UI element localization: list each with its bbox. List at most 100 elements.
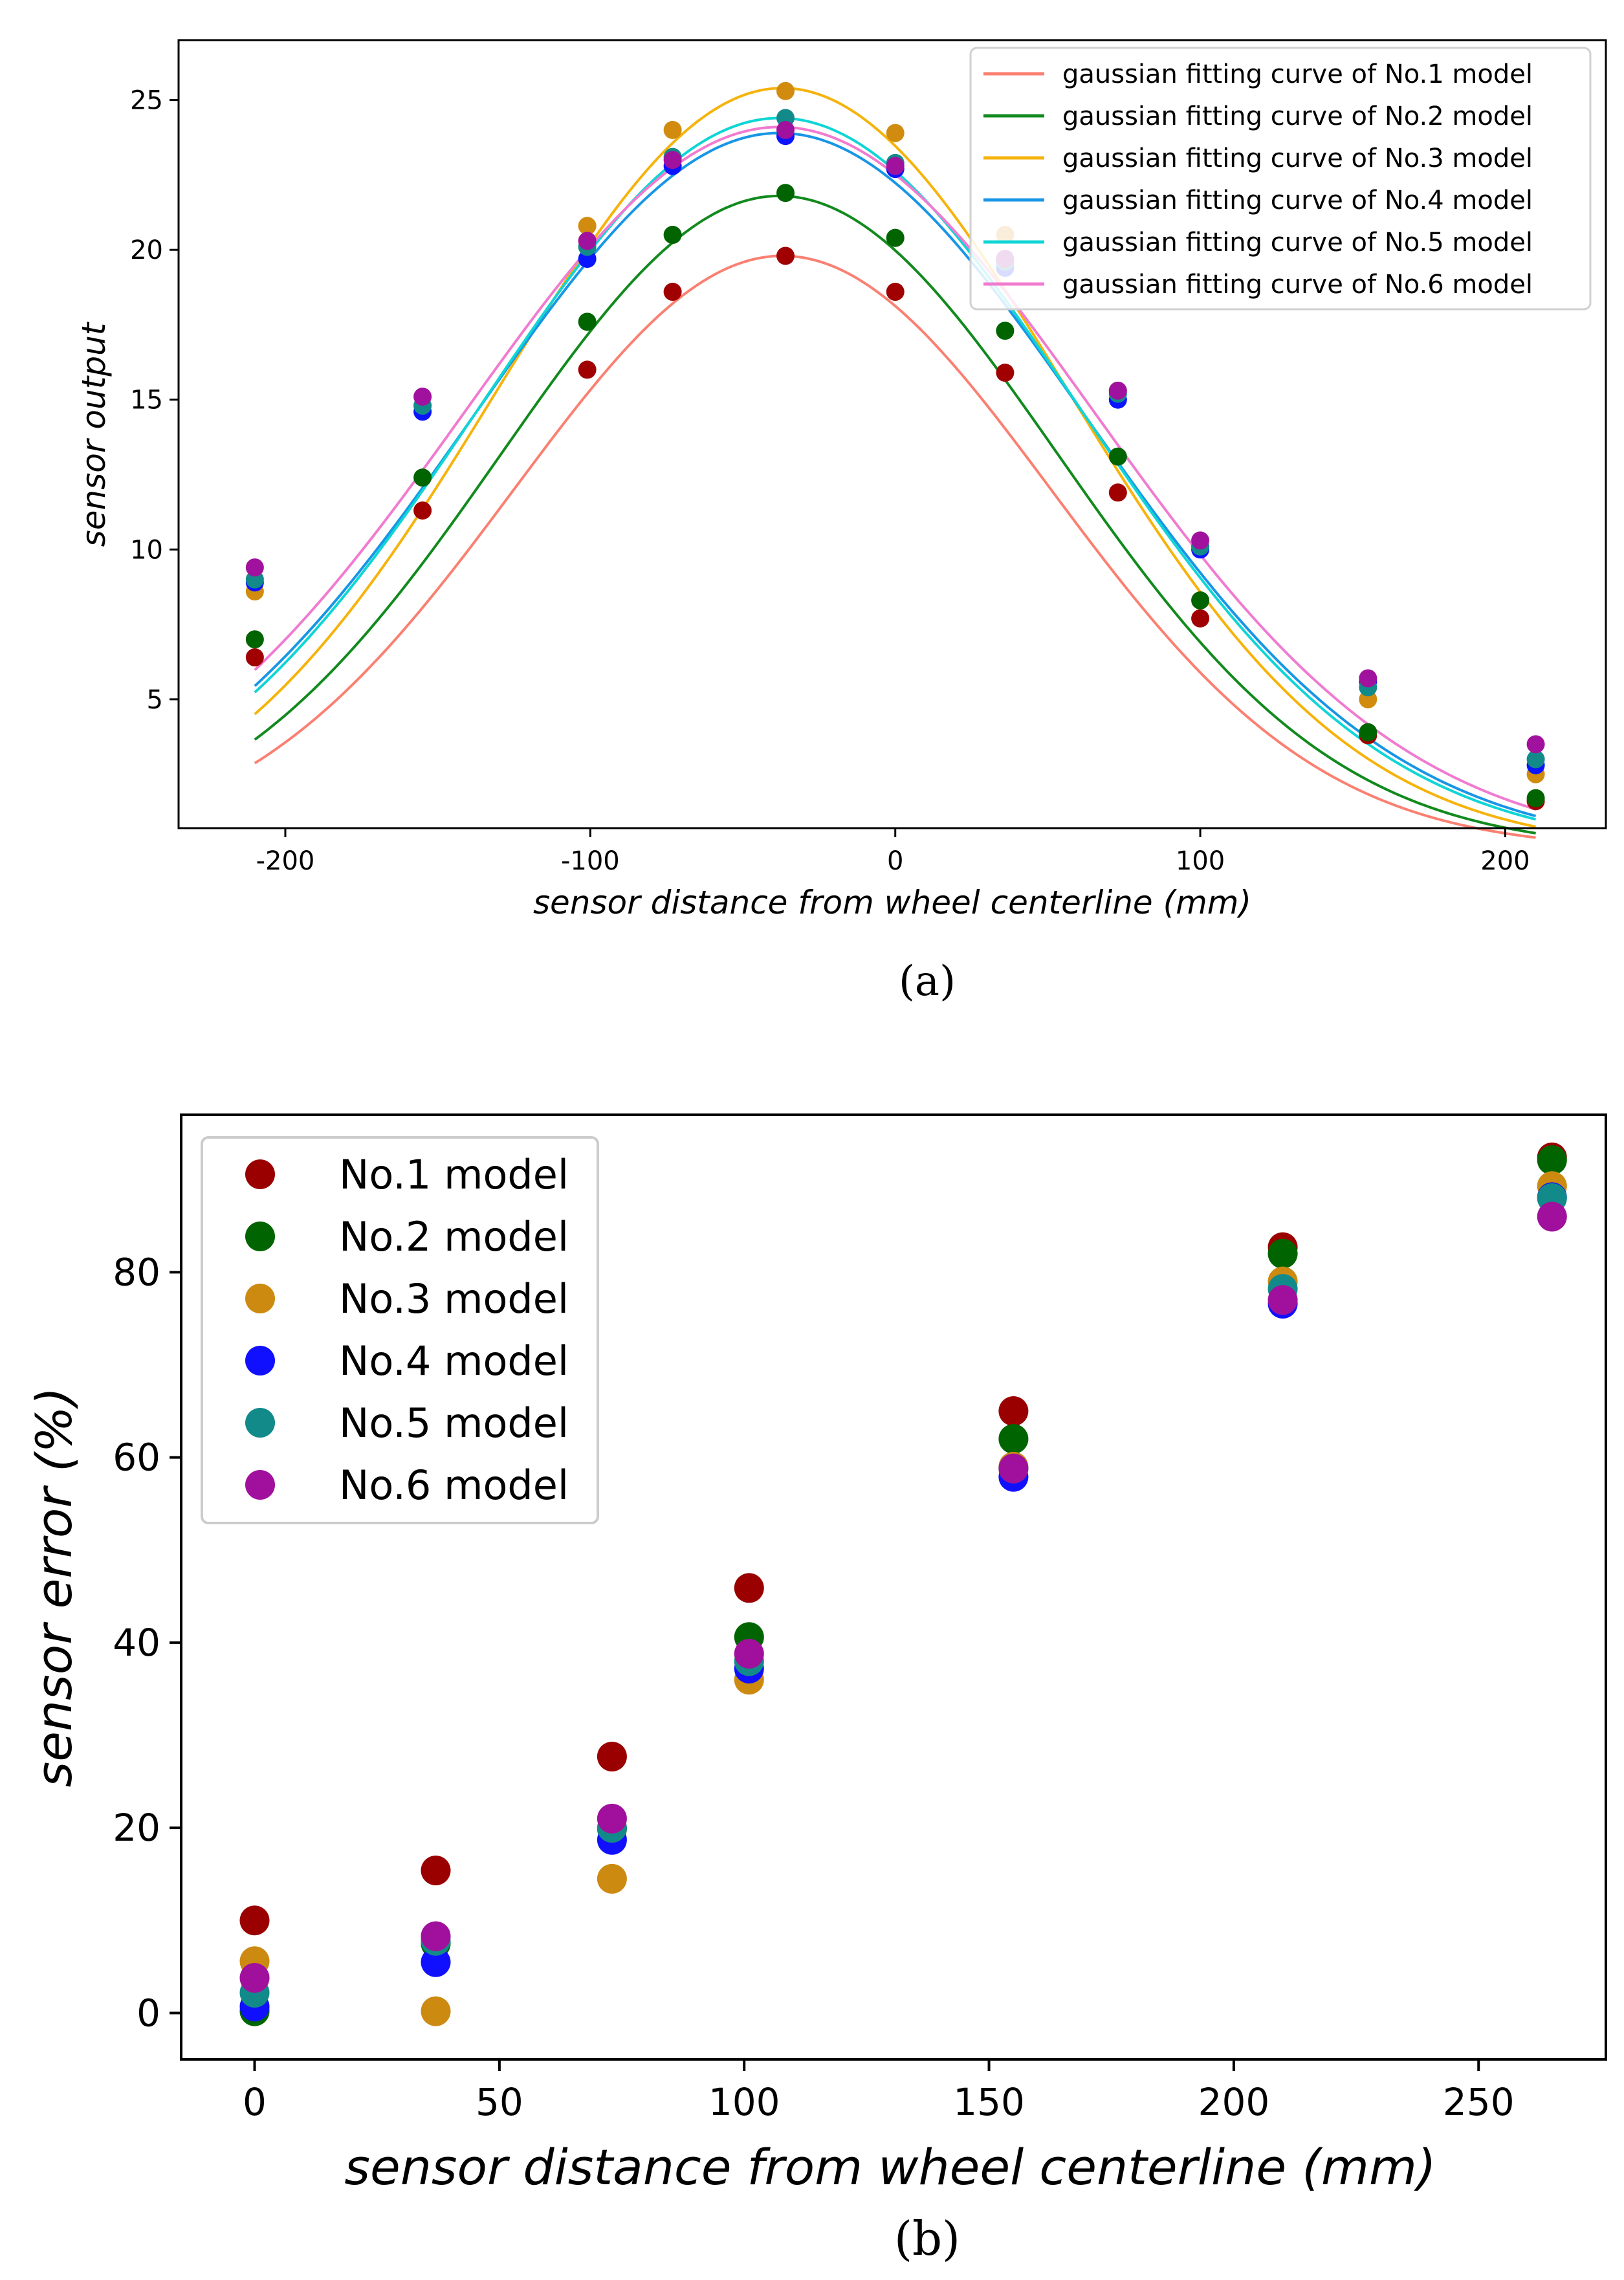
chart-b-point-model-2 [1267,1238,1298,1269]
chart-a-y-ticks: 5 10 15 20 25 [130,86,179,715]
chart-b-y-tick-label: 0 [137,1991,160,2035]
chart-b-point-model-6 [734,1639,764,1669]
chart-b-point-model-1 [239,1905,270,1936]
chart-b-y-ticks: 0 20 40 60 80 [113,1250,181,2035]
chart-a-point-model-3 [578,217,597,236]
chart-a-point-model-1 [1191,609,1210,628]
chart-a-point-model-6 [1191,531,1210,550]
chart-a-fit-curve-1 [254,254,1536,839]
chart-b-point-model-1 [734,1573,764,1603]
chart-b-legend-box [201,1136,599,1524]
chart-a-legend-box [969,47,1592,311]
chart-a-y-tick-label: 25 [130,86,163,116]
chart-b-legend: No.1 model No.2 model No.3 model No.4 model… [201,1136,599,1524]
chart-b-point-model-6 [1537,1201,1567,1232]
chart-a-point-model-1 [776,247,795,265]
chart-b-legend-label-5: No.5 model [339,1399,569,1447]
chart-a-point-model-6 [886,157,905,175]
chart-a-x-ticks: -200 -100 0 100 200 [256,828,1530,876]
chart-b-panel-label: (b) [894,2211,960,2266]
chart-b-x-tick-label: 50 [476,2080,523,2124]
chart-b-point-model-2 [998,1423,1029,1454]
chart-a-point-model-3 [663,120,682,139]
chart-a-point-model-6 [245,558,264,577]
chart-b-x-tick-label: 250 [1443,2080,1515,2124]
chart-a-x-tick-label: -100 [561,846,620,876]
chart-b-plot-frame [180,1113,1607,2061]
chart-a-point-model-2 [245,630,264,649]
chart-a-point-model-2 [776,184,795,203]
chart-b-legend-label-4: No.4 model [339,1337,569,1385]
chart-a-point-model-6 [1108,381,1127,400]
chart-b-y-tick-label: 20 [113,1806,160,1850]
chart-a-point-model-2 [578,312,597,331]
chart-b-legend-label-6: No.6 model [339,1462,569,1509]
chart-a-legend-label-3: gaussian fitting curve of No.3 model [1062,144,1533,173]
chart-b-x-tick-label: 100 [708,2080,780,2124]
chart-a-x-axis-label: sensor distance from wheel centerline (m… [533,884,1251,921]
chart-a-legend-label-6: gaussian fitting curve of No.6 model [1062,270,1533,300]
chart-a-legend-label-2: gaussian fitting curve of No.2 model [1062,102,1533,131]
chart-a-point-model-2 [1526,789,1545,807]
chart-b-data-points [239,1142,1567,2026]
chart-b-point-model-6 [998,1453,1029,1484]
chart-b-point-model-4 [421,1947,451,1977]
chart-a-point-model-2 [413,468,432,487]
chart-a-y-tick-label: 20 [130,236,163,265]
chart-a-point-model-6 [663,151,682,170]
chart-a-legend-label-5: gaussian fitting curve of No.5 model [1062,228,1533,258]
chart-a-point-model-6 [578,232,597,250]
chart-a-panel-label: (a) [899,958,956,1005]
chart-b-x-tick-label: 0 [243,2080,267,2124]
chart-a-legend-items: gaussian fitting curve of No.1 model gaus… [983,60,1533,300]
chart-a-point-model-2 [1191,591,1210,610]
chart-a-point-model-2 [1108,447,1127,466]
chart-a-y-axis-label: sensor output [75,321,113,547]
chart-a-x-tick-label: 0 [887,846,903,876]
chart-a-point-model-6 [1526,735,1545,754]
chart-a-point-model-2 [886,228,905,247]
chart-b-x-ticks: 0 50 100 150 200 250 [243,2059,1515,2124]
chart-b-legend-marker-1 [245,1159,275,1189]
chart-b-point-model-6 [597,1803,627,1834]
chart-a-point-model-3 [776,82,795,100]
chart-a-plot-frame [177,39,1607,829]
chart-b-legend-label-3: No.3 model [339,1275,569,1322]
chart-b-x-axis-label: sensor distance from wheel centerline (m… [344,2138,1436,2196]
chart-a: -200 -100 0 100 200 5 10 15 20 25 sensor distanc… [75,39,1607,1005]
chart-a-point-model-5 [1526,750,1545,769]
chart-b-legend-label-2: No.2 model [339,1213,569,1260]
chart-a-x-tick-label: 200 [1480,846,1530,876]
chart-b-legend-marker-6 [245,1470,275,1500]
chart-a-legend: gaussian fitting curve of No.1 model gaus… [969,47,1592,311]
chart-b-point-model-6 [421,1921,451,1951]
chart-b-legend-label-1: No.1 model [339,1151,569,1198]
chart-a-point-model-2 [996,322,1015,340]
chart-b-y-tick-label: 40 [113,1621,160,1665]
chart-a-y-tick-label: 15 [130,386,163,415]
chart-a-legend-label-4: gaussian fitting curve of No.4 model [1062,186,1533,215]
chart-a-point-model-1 [578,360,597,379]
chart-a-point-model-6 [413,388,432,406]
chart-b-legend-items: No.1 model No.2 model No.3 model No.4 model… [245,1151,569,1509]
chart-a-point-model-3 [886,124,905,142]
chart-b-x-tick-label: 200 [1198,2080,1270,2124]
chart-b-point-model-1 [998,1396,1029,1427]
chart-a-y-tick-label: 5 [147,685,163,715]
chart-b-legend-marker-2 [245,1222,275,1251]
chart-a-point-model-1 [886,283,905,301]
chart-a-fit-curve-3 [254,87,1537,828]
chart-a-point-model-6 [1359,669,1377,688]
chart-b-y-tick-label: 80 [113,1250,160,1294]
chart-a-data-points [245,82,1545,811]
chart-a-point-model-1 [1108,483,1127,502]
chart-a-x-tick-label: 100 [1176,846,1225,876]
chart-b-y-axis-label: sensor error (%) [25,1387,83,1788]
chart-a-point-model-1 [996,364,1015,382]
chart-b-point-model-1 [421,1856,451,1885]
chart-b-point-model-3 [597,1863,627,1894]
chart-b: 0 50 100 150 200 250 0 20 40 60 80 sensor distanc… [25,1113,1607,2266]
chart-a-legend-label-1: gaussian fitting curve of No.1 model [1062,60,1533,89]
chart-a-point-model-1 [663,283,682,301]
chart-a-y-tick-label: 10 [130,535,163,565]
